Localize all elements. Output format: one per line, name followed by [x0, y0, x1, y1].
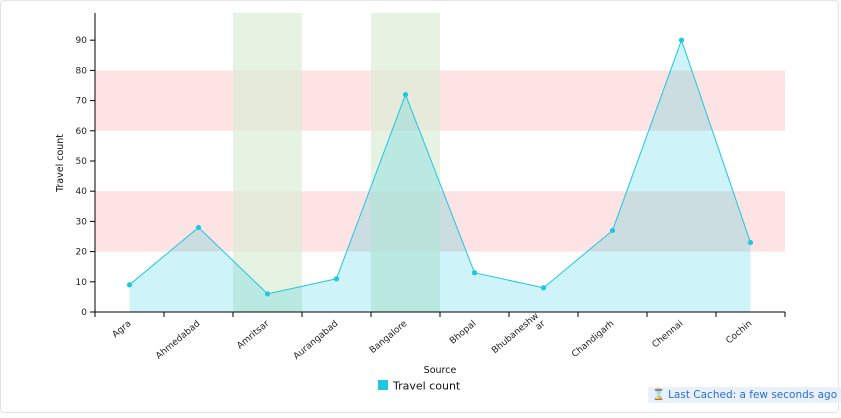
y-tick-label: 10: [76, 278, 88, 288]
svg-text:Ahmedabad: Ahmedabad: [154, 319, 202, 362]
data-point-ahmedabad[interactable]: [195, 224, 202, 231]
last-cached-status: ⌛ Last Cached: a few seconds ago: [648, 387, 841, 403]
x-tick-label: Chennai: [651, 319, 686, 350]
data-point-bangalore[interactable]: [402, 91, 409, 98]
data-point-chennai[interactable]: [678, 37, 685, 43]
x-tick-label: Ahmedabad: [154, 319, 202, 362]
series-area: [129, 40, 751, 312]
svg-text:Bangalore: Bangalore: [368, 319, 410, 356]
highlight-band-x-1: [371, 13, 440, 312]
y-tick-label: 90: [76, 36, 88, 46]
x-tick-label: Chandigarh: [570, 319, 616, 360]
y-tick-label: 30: [76, 217, 88, 227]
data-point-aurangabad[interactable]: [333, 276, 340, 282]
legend-swatch: [378, 380, 388, 390]
highlight-band-x-0: [233, 13, 302, 312]
data-point-amritsar[interactable]: [264, 291, 271, 297]
series-line: [129, 38, 751, 295]
x-tick-label: Aurangabad: [292, 319, 341, 362]
y-axis-title: Travel count: [55, 134, 66, 193]
legend[interactable]: Travel count: [378, 380, 461, 393]
x-tick-label: Agra: [111, 319, 134, 340]
y-tick-label: 20: [76, 248, 88, 258]
y-tick-label: 80: [76, 66, 88, 76]
last-cached-text: Last Cached: a few seconds ago: [668, 389, 838, 401]
svg-text:Chennai: Chennai: [651, 319, 686, 350]
x-tick-label: Bhopal: [448, 319, 478, 347]
y-tick-label: 70: [76, 97, 88, 107]
y-tick-label: 60: [76, 127, 88, 137]
hourglass-icon: ⌛: [652, 389, 666, 401]
x-tick-label: Bangalore: [368, 319, 410, 356]
y-tick-label: 40: [76, 187, 88, 197]
svg-text:Amritsar: Amritsar: [235, 319, 271, 352]
data-point-bhubaneshwar[interactable]: [540, 285, 547, 291]
data-point-cochin[interactable]: [747, 239, 754, 246]
y-tick-label: 0: [81, 308, 87, 318]
svg-text:Chandigarh: Chandigarh: [570, 319, 616, 360]
legend-label: Travel count: [392, 380, 461, 393]
svg-text:Bhopal: Bhopal: [448, 319, 478, 347]
x-axis-title: Source: [424, 365, 457, 376]
x-tick-label: Amritsar: [235, 319, 271, 352]
data-point-bhopal[interactable]: [471, 270, 478, 276]
y-tick-label: 50: [76, 157, 88, 167]
data-point-chandigarh[interactable]: [609, 227, 616, 234]
x-tick-label: Cochin: [724, 319, 754, 346]
svg-text:Cochin: Cochin: [724, 319, 754, 346]
svg-text:Agra: Agra: [111, 319, 134, 340]
data-point-agra[interactable]: [126, 282, 133, 288]
svg-text:Bhubaneshw: Bhubaneshw: [490, 311, 541, 356]
svg-text:Aurangabad: Aurangabad: [292, 319, 341, 362]
